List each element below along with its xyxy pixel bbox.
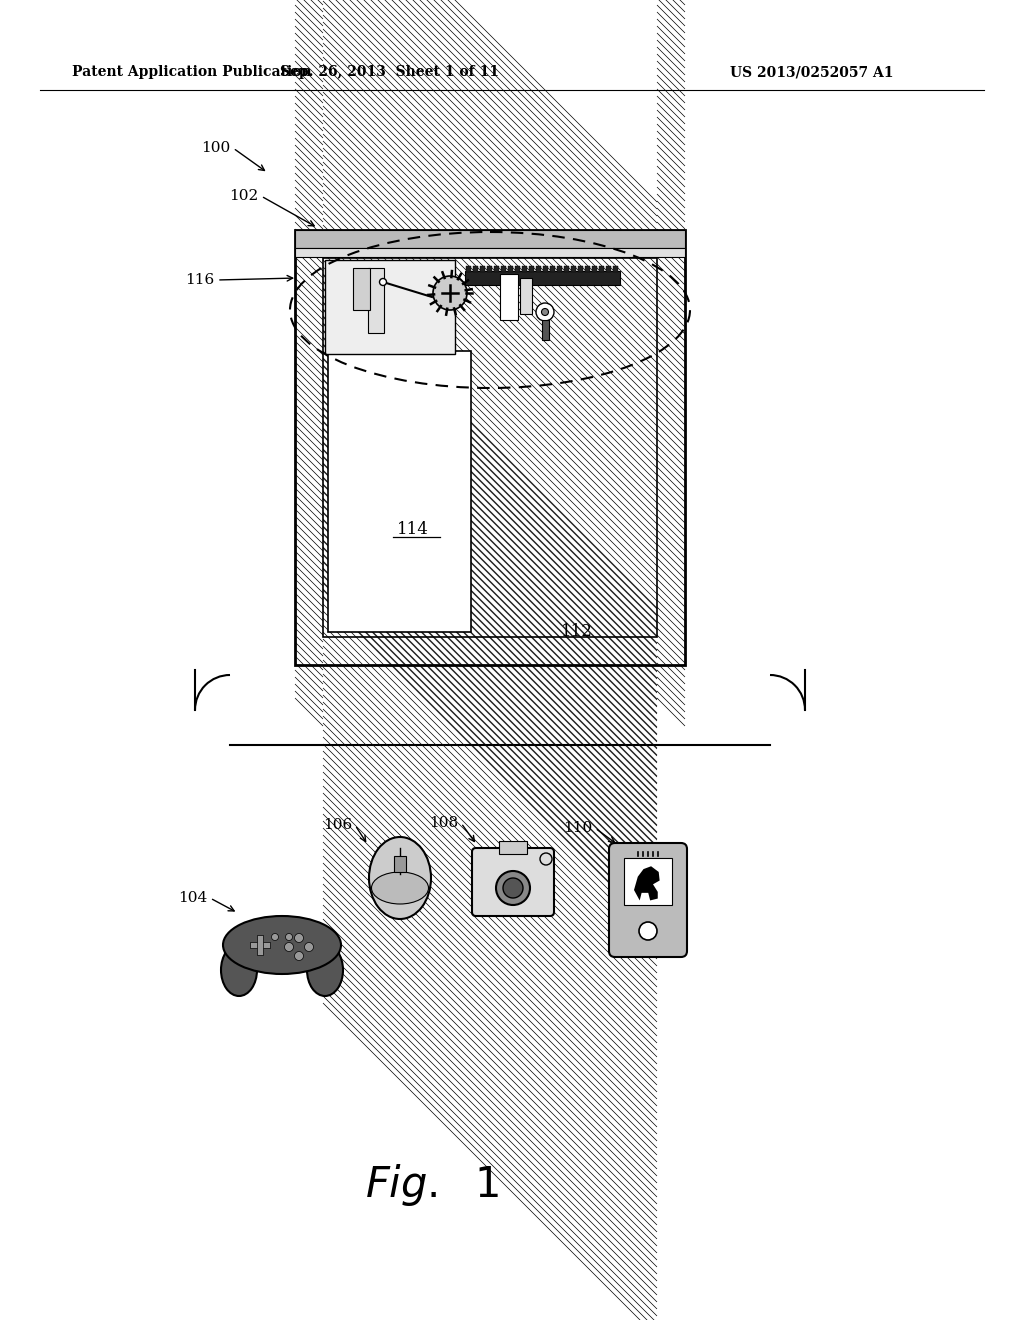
Bar	[520, 279, 532, 314]
Bar	[529, 267, 534, 272]
Bar	[515, 267, 519, 272]
Circle shape	[304, 942, 313, 952]
Bar	[585, 267, 590, 272]
Bar	[394, 855, 406, 873]
Bar	[657, 230, 685, 665]
Bar	[599, 267, 603, 272]
Bar	[508, 267, 512, 272]
Text: $\mathit{Fig.}$  $\mathit{1}$: $\mathit{Fig.}$ $\mathit{1}$	[365, 1162, 499, 1208]
Bar	[323, 230, 657, 257]
Bar	[522, 267, 526, 272]
Circle shape	[503, 878, 523, 898]
Bar	[536, 267, 541, 272]
Circle shape	[295, 952, 303, 961]
Bar	[323, 638, 657, 665]
Bar	[295, 230, 685, 665]
Bar	[501, 267, 506, 272]
Bar	[624, 858, 672, 906]
Text: 114: 114	[397, 521, 429, 539]
Bar	[592, 267, 597, 272]
Bar	[550, 267, 555, 272]
Circle shape	[285, 942, 294, 952]
Bar	[250, 942, 269, 948]
Circle shape	[295, 933, 303, 942]
Text: 104: 104	[178, 891, 207, 906]
Text: 110: 110	[563, 821, 592, 836]
Circle shape	[271, 933, 279, 940]
Bar	[323, 257, 657, 638]
Bar	[473, 267, 477, 272]
Circle shape	[286, 933, 293, 940]
Bar	[613, 267, 617, 272]
Bar	[368, 268, 384, 333]
Bar	[494, 267, 499, 272]
Polygon shape	[634, 866, 659, 900]
FancyBboxPatch shape	[609, 843, 687, 957]
Bar	[295, 248, 685, 257]
Bar	[295, 230, 685, 248]
Bar	[325, 260, 455, 354]
Ellipse shape	[221, 944, 257, 997]
Bar	[487, 267, 492, 272]
Bar	[257, 935, 263, 954]
Text: 102: 102	[228, 189, 258, 203]
Ellipse shape	[369, 837, 431, 919]
Bar	[542, 319, 549, 341]
Bar	[564, 267, 568, 272]
Text: 112: 112	[561, 623, 593, 640]
Bar	[465, 271, 620, 285]
Circle shape	[536, 304, 554, 321]
Text: US 2013/0252057 A1: US 2013/0252057 A1	[730, 65, 894, 79]
Bar	[571, 267, 575, 272]
Circle shape	[542, 309, 549, 315]
Bar	[480, 267, 484, 272]
Text: 108: 108	[429, 816, 458, 830]
Text: 106: 106	[323, 818, 352, 832]
Bar	[578, 267, 583, 272]
Bar	[353, 268, 370, 310]
Circle shape	[496, 871, 530, 906]
Circle shape	[639, 921, 657, 940]
Bar	[323, 257, 657, 638]
Circle shape	[380, 279, 386, 285]
Text: Sep. 26, 2013  Sheet 1 of 11: Sep. 26, 2013 Sheet 1 of 11	[281, 65, 500, 79]
Text: Patent Application Publication: Patent Application Publication	[72, 65, 311, 79]
Bar	[295, 230, 685, 665]
Ellipse shape	[372, 873, 428, 904]
Bar	[295, 230, 323, 665]
Circle shape	[433, 276, 467, 310]
Bar	[557, 267, 561, 272]
Text: 116: 116	[184, 273, 214, 286]
Text: 100: 100	[201, 141, 230, 154]
Bar	[543, 267, 548, 272]
Bar	[499, 841, 527, 854]
Bar	[500, 275, 518, 319]
Ellipse shape	[223, 916, 341, 974]
Bar	[328, 351, 471, 632]
Ellipse shape	[307, 944, 343, 997]
Bar	[466, 267, 470, 272]
Bar	[606, 267, 610, 272]
FancyBboxPatch shape	[472, 847, 554, 916]
